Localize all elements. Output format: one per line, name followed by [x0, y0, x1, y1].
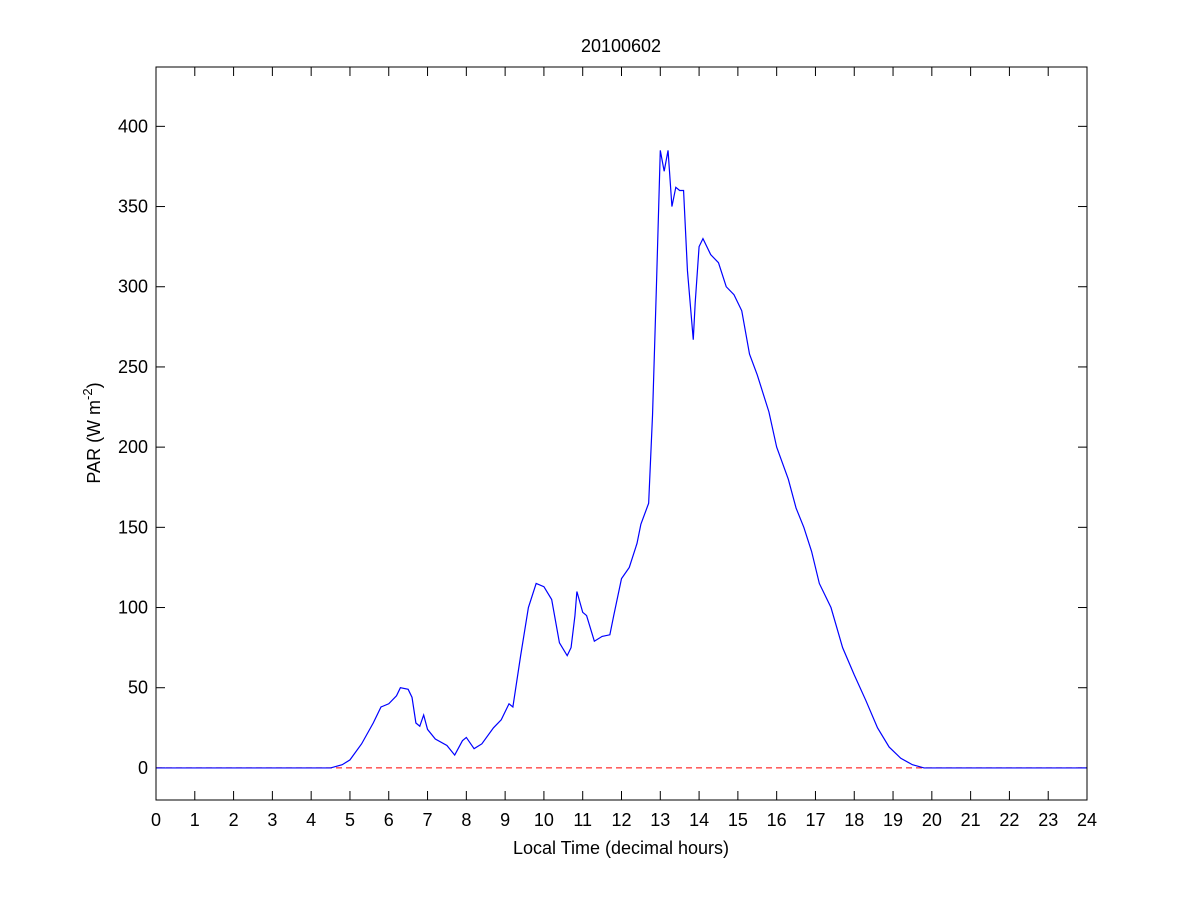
y-label-text: PAR (W m [84, 400, 104, 484]
x-tick-label: 23 [1038, 810, 1058, 830]
x-tick-label: 20 [922, 810, 942, 830]
x-tick-label: 1 [190, 810, 200, 830]
x-tick-label: 18 [844, 810, 864, 830]
x-tick-label: 6 [384, 810, 394, 830]
x-tick-label: 5 [345, 810, 355, 830]
x-tick-label: 4 [306, 810, 316, 830]
x-tick-label: 12 [611, 810, 631, 830]
y-tick-label: 0 [138, 758, 148, 778]
y-label-sup: -2 [80, 388, 95, 400]
x-tick-label: 3 [267, 810, 277, 830]
x-tick-label: 2 [229, 810, 239, 830]
x-tick-label: 17 [805, 810, 825, 830]
y-tick-label: 400 [118, 116, 148, 136]
y-tick-label: 250 [118, 357, 148, 377]
x-tick-label: 22 [999, 810, 1019, 830]
y-tick-label: 50 [128, 678, 148, 698]
plot-frame [155, 66, 1088, 801]
x-tick-label: 15 [728, 810, 748, 830]
x-tick-label: 14 [689, 810, 709, 830]
x-tick-label: 13 [650, 810, 670, 830]
x-tick-label: 24 [1077, 810, 1097, 830]
x-tick-label: 9 [500, 810, 510, 830]
y-tick-label: 150 [118, 517, 148, 537]
chart-title: 20100602 [581, 36, 661, 56]
y-tick-label: 350 [118, 197, 148, 217]
x-axis-label: Local Time (decimal hours) [513, 838, 729, 858]
x-tick-label: 21 [961, 810, 981, 830]
x-tick-label: 16 [767, 810, 787, 830]
y-tick-label: 300 [118, 277, 148, 297]
data-line [156, 150, 1087, 769]
x-tick-label: 11 [573, 810, 592, 830]
x-tick-label: 19 [883, 810, 903, 830]
y-axis-label: PAR (W m-2) [80, 382, 104, 483]
x-tick-label: 7 [423, 810, 433, 830]
x-tick-label: 8 [461, 810, 471, 830]
y-tick-label: 100 [118, 598, 148, 618]
x-tick-label: 0 [151, 810, 161, 830]
y-tick-label: 200 [118, 437, 148, 457]
y-label-suffix: ) [84, 382, 104, 388]
x-tick-label: 10 [534, 810, 554, 830]
